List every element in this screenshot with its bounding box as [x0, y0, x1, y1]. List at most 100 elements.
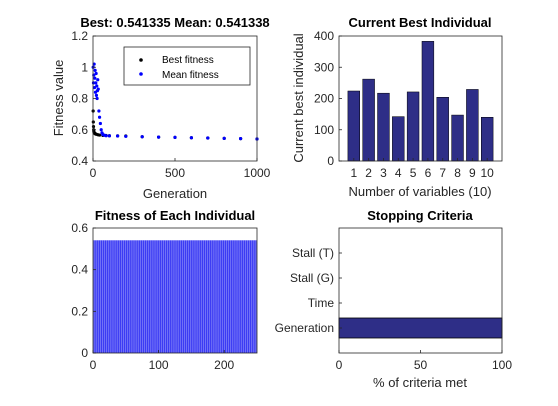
bar	[121, 240, 122, 353]
bar	[175, 240, 177, 353]
bar	[112, 240, 113, 353]
bar	[167, 240, 169, 353]
bar	[255, 240, 256, 353]
y-tick-label: 200	[314, 92, 334, 106]
bar	[213, 240, 215, 353]
x-tick-label: 50	[414, 358, 428, 372]
bar	[182, 240, 183, 353]
bar	[247, 240, 248, 353]
bar	[115, 240, 116, 353]
bar	[110, 240, 111, 353]
individual-fitness-bars	[93, 240, 257, 353]
bar	[137, 240, 138, 353]
bar	[135, 240, 136, 353]
bar	[143, 240, 145, 353]
bar	[102, 240, 103, 353]
y-tick-label: 0	[81, 346, 88, 360]
stopping-criteria-ticks: Generation Time Stall (G) Stall (T) 0 50 100	[275, 246, 513, 372]
bar	[108, 240, 110, 353]
bar	[174, 240, 175, 353]
x-tick-label: 100	[149, 358, 169, 372]
bar	[180, 240, 182, 353]
mean-fitness-point	[96, 87, 100, 91]
bar	[205, 240, 206, 353]
bar	[126, 240, 128, 353]
bar	[131, 240, 132, 353]
bar	[190, 240, 192, 353]
bar	[246, 240, 248, 353]
bar	[169, 240, 170, 353]
bar	[114, 240, 115, 353]
fitness-plot: 0 500 1000 0.4 0.6 0.8 1 1.2 Best: 0.541335 Mea…	[51, 15, 271, 201]
bar	[170, 240, 171, 353]
bar	[177, 240, 179, 353]
bar	[173, 240, 174, 353]
bar	[224, 240, 225, 353]
bar	[176, 240, 177, 353]
y-tick-label: 0	[327, 154, 334, 168]
fitness-plot-xlabel: Generation	[143, 186, 207, 201]
bar	[183, 240, 185, 353]
bar	[167, 240, 168, 353]
mean-fitness-point	[94, 81, 98, 85]
bar	[219, 240, 220, 353]
bar	[129, 240, 130, 353]
bar	[242, 240, 244, 353]
mean-fitness-point	[157, 135, 161, 139]
x-tick-label: 1000	[244, 166, 271, 180]
bar	[151, 240, 152, 353]
best-individual-ylabel: Current best individual	[291, 33, 306, 162]
bar	[245, 240, 247, 353]
bar	[142, 240, 144, 353]
bar	[214, 240, 215, 353]
bar	[184, 240, 186, 353]
bar	[226, 240, 228, 353]
y-tick-label: 0.4	[71, 263, 88, 277]
bar	[125, 240, 127, 353]
bar	[249, 240, 250, 353]
bar	[171, 240, 173, 353]
bar	[184, 240, 185, 353]
bar	[144, 240, 146, 353]
bar	[134, 240, 135, 353]
bar	[135, 240, 137, 353]
bar	[240, 240, 241, 353]
bar	[172, 240, 173, 353]
x-tick-label: 5	[410, 166, 417, 180]
bar	[160, 240, 162, 353]
bar	[392, 116, 405, 162]
best-individual-bars	[347, 41, 494, 162]
mean-fitness-point	[173, 135, 177, 140]
bar	[164, 240, 166, 353]
bar	[248, 240, 250, 353]
mean-fitness-point	[222, 136, 226, 140]
bar	[182, 240, 184, 353]
bar	[158, 240, 160, 353]
bar	[95, 240, 97, 353]
bar	[98, 240, 99, 353]
bar	[139, 240, 141, 353]
bar	[105, 240, 107, 353]
x-tick-label: 10	[481, 166, 495, 180]
bar	[229, 240, 231, 353]
y-tick-label: 0.8	[71, 92, 88, 106]
bar	[163, 240, 164, 353]
bar	[243, 240, 245, 353]
bar	[219, 240, 221, 353]
bar	[94, 240, 95, 353]
bar	[215, 240, 216, 353]
y-tick-label: 400	[314, 29, 334, 43]
bar	[130, 240, 131, 353]
bar	[234, 240, 236, 353]
bar	[247, 240, 249, 353]
x-tick-label: 3	[380, 166, 387, 180]
bar	[203, 240, 204, 353]
mean-fitness-point	[96, 78, 100, 82]
best-individual-title: Current Best Individual	[348, 15, 491, 30]
bar	[451, 114, 464, 162]
bar	[222, 240, 223, 353]
bar	[96, 240, 97, 353]
bar	[145, 240, 147, 353]
mean-fitness-point	[239, 137, 243, 141]
